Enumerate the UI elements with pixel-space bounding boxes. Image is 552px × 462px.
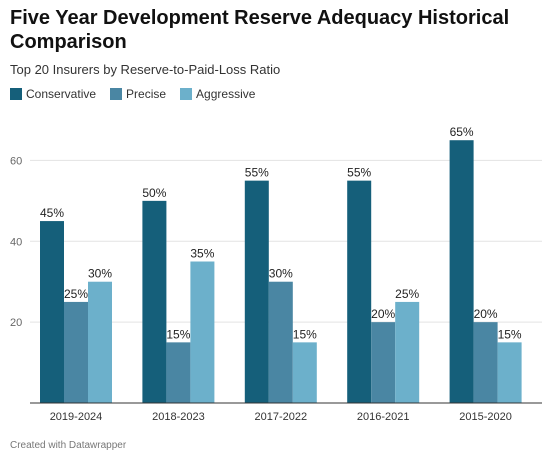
y-tick-label: 20 — [10, 317, 22, 329]
data-label: 15% — [498, 327, 522, 341]
legend: Conservative Precise Aggressive — [10, 87, 255, 101]
legend-label-conservative: Conservative — [26, 87, 97, 101]
data-label: 20% — [474, 307, 498, 321]
bar — [166, 342, 191, 403]
data-label: 15% — [293, 327, 317, 341]
data-label: 20% — [371, 307, 395, 321]
y-tick-label: 60 — [10, 155, 22, 167]
data-label: 50% — [142, 186, 166, 200]
bar — [64, 301, 88, 403]
bar — [142, 200, 167, 403]
x-tick-label: 2016-2021 — [357, 411, 410, 423]
bar — [473, 322, 498, 403]
data-label: 15% — [166, 327, 190, 341]
bar — [497, 342, 522, 403]
x-tick-label: 2018-2023 — [152, 411, 205, 423]
x-tick-label: 2015-2020 — [459, 411, 512, 423]
footer-credit: Created with Datawrapper — [10, 440, 127, 451]
data-label: 45% — [40, 206, 64, 220]
legend-item-aggressive: Aggressive — [180, 87, 255, 101]
legend-swatch-precise — [110, 88, 123, 100]
data-label: 25% — [64, 287, 88, 301]
legend-label-aggressive: Aggressive — [196, 87, 256, 101]
legend-item-conservative: Conservative — [10, 87, 96, 101]
data-label: 55% — [245, 166, 269, 180]
bar — [268, 281, 293, 403]
bar — [292, 342, 317, 403]
x-tick-label: 2019-2024 — [50, 411, 103, 423]
bar — [88, 281, 112, 403]
y-tick-label: 40 — [10, 236, 22, 248]
chart-title: Five Year Development Reserve Adequacy H… — [10, 7, 510, 53]
legend-label-precise: Precise — [126, 87, 167, 101]
data-label: 30% — [269, 267, 293, 281]
bar — [347, 180, 372, 403]
data-label: 30% — [88, 267, 112, 281]
bar — [395, 301, 420, 403]
data-label: 65% — [450, 125, 474, 139]
bar — [190, 261, 215, 403]
legend-swatch-conservative — [10, 88, 22, 100]
data-label: 35% — [190, 247, 214, 261]
bar — [371, 322, 396, 403]
bar — [40, 221, 64, 403]
data-label: 25% — [395, 287, 419, 301]
data-label: 55% — [347, 166, 371, 180]
chart-subtitle: Top 20 Insurers by Reserve-to-Paid-Loss … — [10, 62, 281, 77]
legend-swatch-aggressive — [180, 88, 193, 100]
x-tick-label: 2017-2022 — [254, 411, 307, 423]
bar — [244, 180, 269, 403]
bar — [449, 140, 474, 403]
legend-item-precise: Precise — [110, 87, 166, 101]
